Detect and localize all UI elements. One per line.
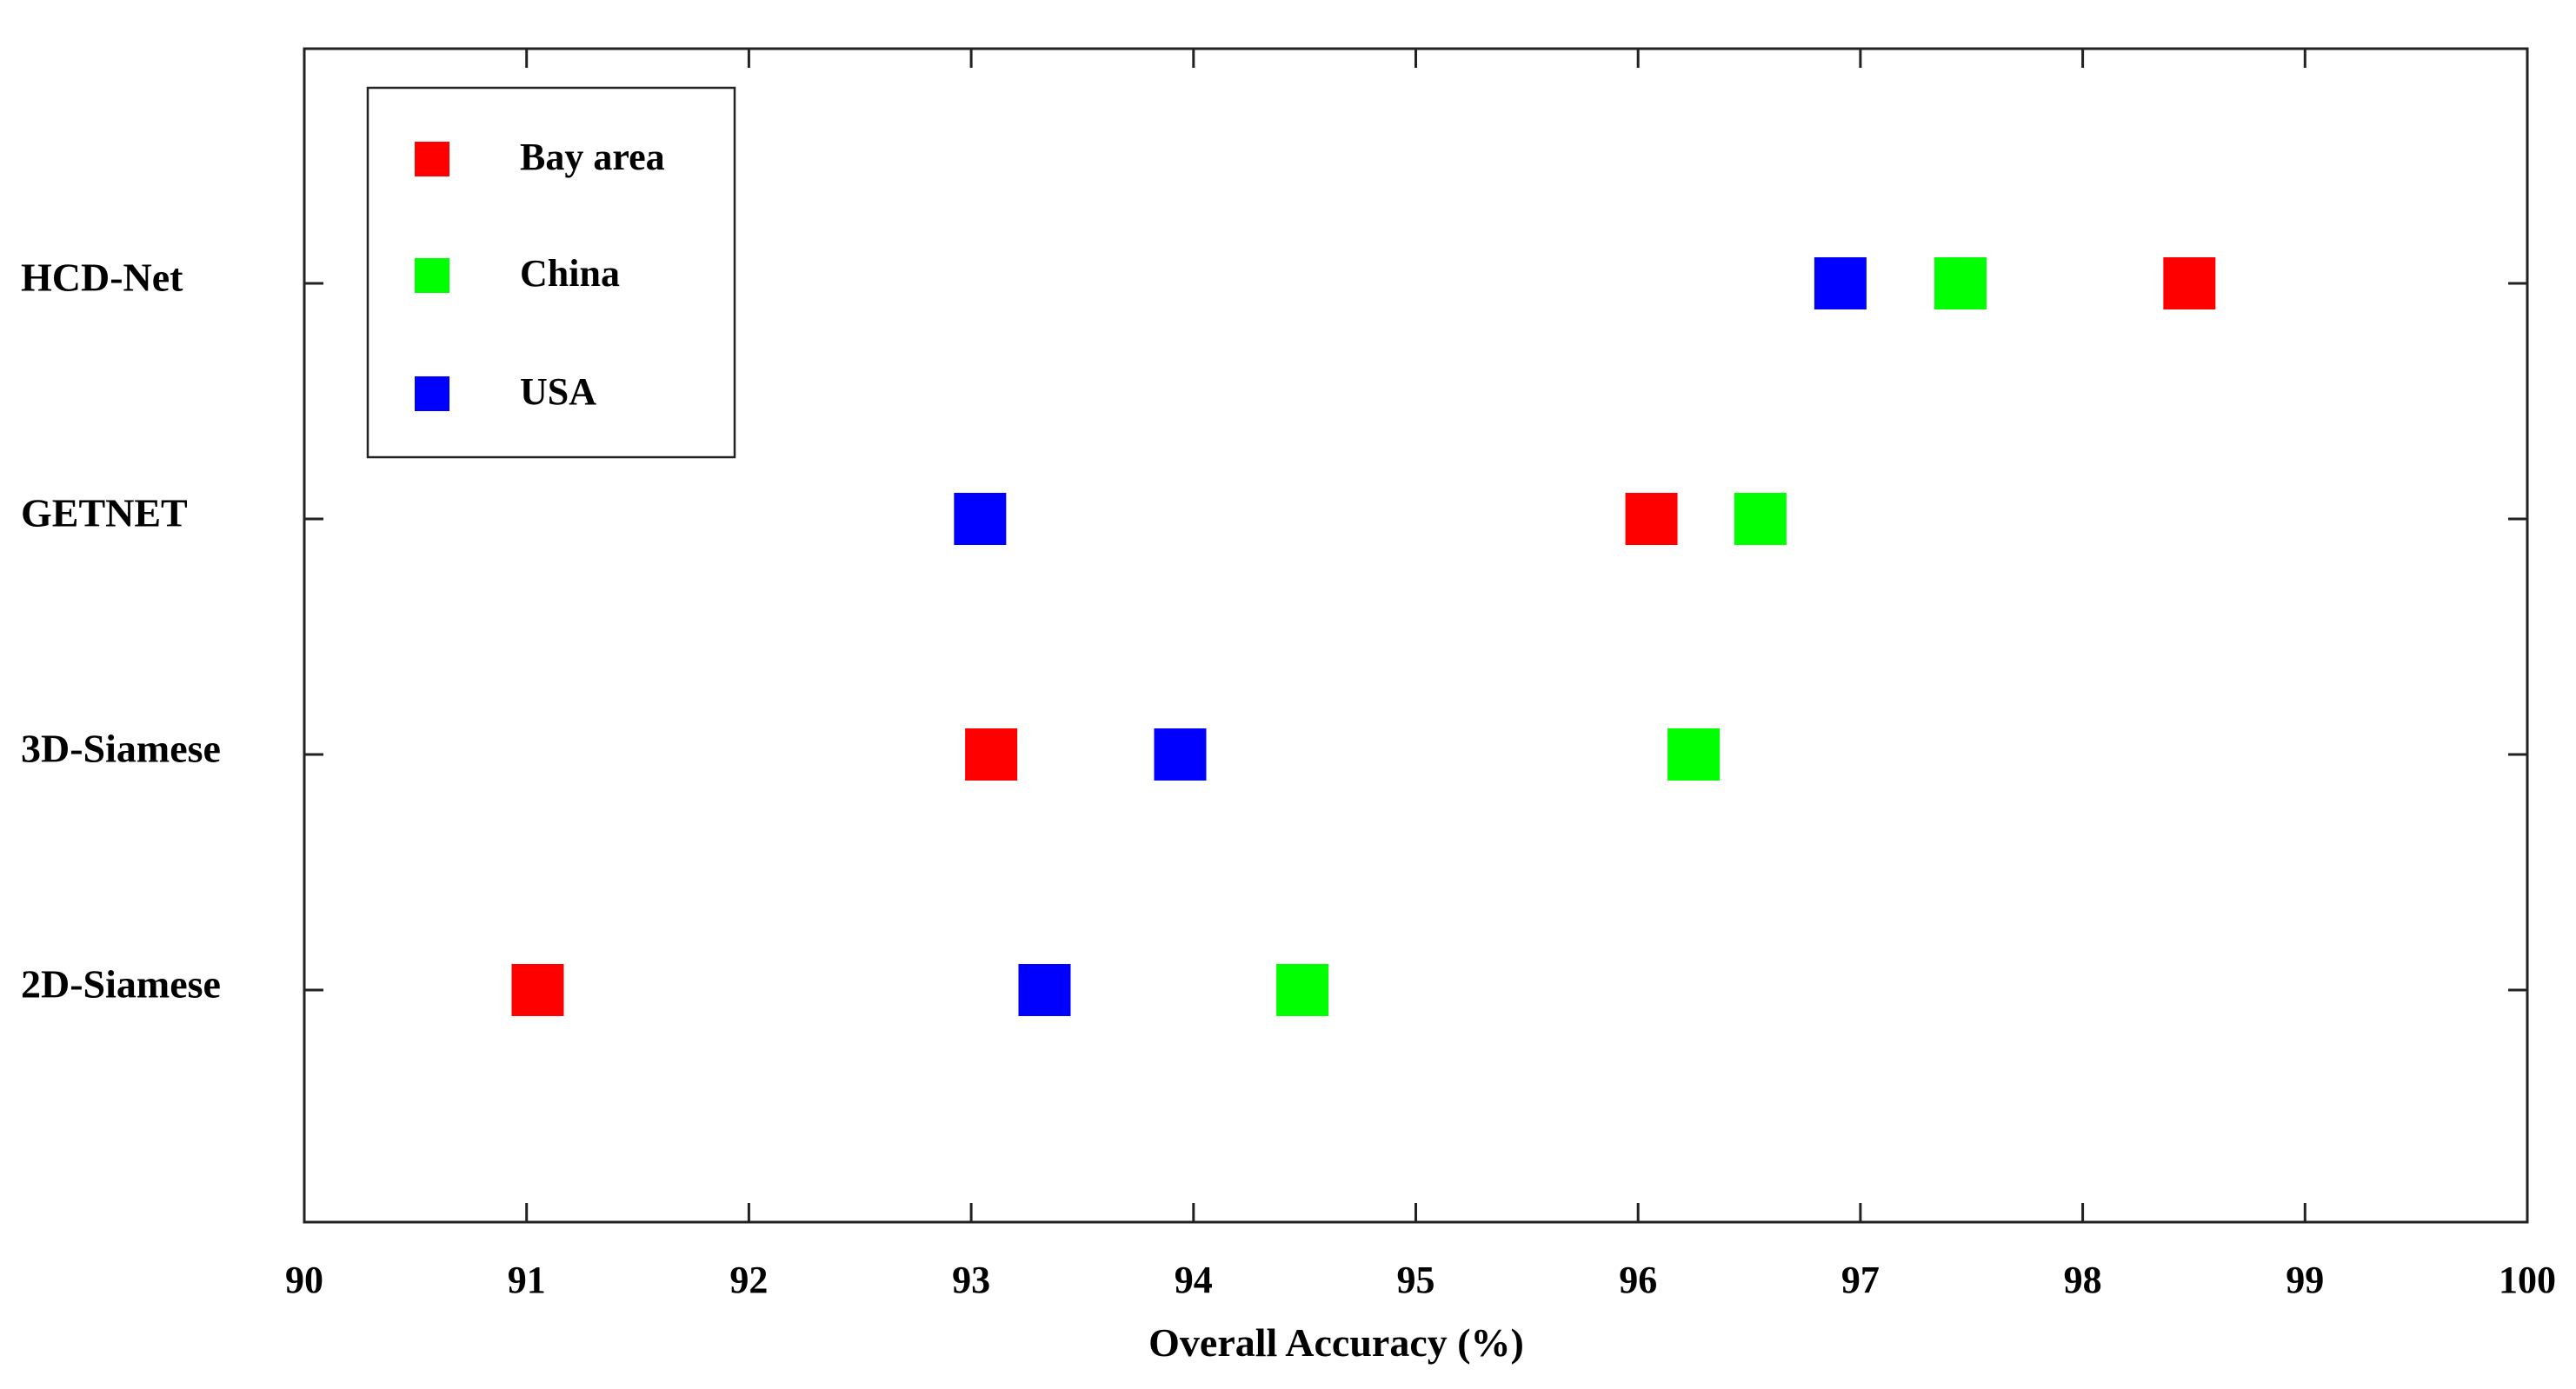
marker-usa-2d-siamese (1018, 964, 1071, 1016)
x-tick-labels: 90 91 92 93 94 95 96 97 98 99 100 (285, 1259, 2556, 1301)
x-tick-label: 94 (1175, 1259, 1213, 1301)
marker-usa-hcd-net (1814, 257, 1867, 309)
marker-china-hcd-net (1934, 257, 1987, 309)
marker-china-3d-siamese (1667, 728, 1721, 781)
x-tick-label: 97 (1841, 1259, 1880, 1301)
legend-swatch-china (415, 258, 449, 293)
x-tick-label: 95 (1397, 1259, 1435, 1301)
legend-items: Bay area China USA (415, 136, 665, 413)
marker-bay-area-getnet (1625, 493, 1678, 545)
x-tick-label: 100 (2499, 1259, 2556, 1301)
marker-china-getnet (1734, 493, 1787, 545)
x-tick-label: 90 (285, 1259, 323, 1301)
plot-frame (303, 47, 2529, 1224)
x-tick-label: 99 (2286, 1259, 2324, 1301)
legend-label-usa: USA (520, 370, 596, 413)
x-tick-label: 93 (952, 1259, 990, 1301)
x-tick-label: 91 (508, 1259, 546, 1301)
x-tick-label: 98 (2064, 1259, 2102, 1301)
x-tick-label: 96 (1619, 1259, 1657, 1301)
category-label-2d-siamese: 2D-Siamese (21, 962, 221, 1007)
marker-usa-getnet (954, 493, 1007, 545)
category-label-getnet: GETNET (21, 491, 188, 535)
tick-marks (303, 49, 2529, 1222)
legend-label-bay-area: Bay area (520, 136, 665, 178)
marker-china-2d-siamese (1276, 964, 1329, 1016)
category-label-3d-siamese: 3D-Siamese (21, 727, 221, 771)
marker-bay-area-2d-siamese (511, 964, 564, 1016)
legend-label-china: China (520, 252, 620, 295)
legend-swatch-usa (415, 376, 449, 411)
legend: Bay area China USA (366, 86, 736, 459)
category-labels: HCD-Net GETNET 3D-Siamese 2D-Siamese (21, 256, 221, 1007)
legend-box (366, 86, 736, 459)
category-label-hcd-net: HCD-Net (21, 256, 183, 300)
marker-bay-area-hcd-net (2163, 257, 2216, 309)
data-markers (511, 257, 2216, 1016)
legend-swatch-bay-area (415, 142, 449, 176)
x-axis-title: Overall Accuracy (%) (1148, 1320, 1524, 1365)
marker-usa-3d-siamese (1154, 728, 1207, 781)
x-tick-label: 92 (729, 1259, 768, 1301)
marker-bay-area-3d-siamese (965, 728, 1018, 781)
